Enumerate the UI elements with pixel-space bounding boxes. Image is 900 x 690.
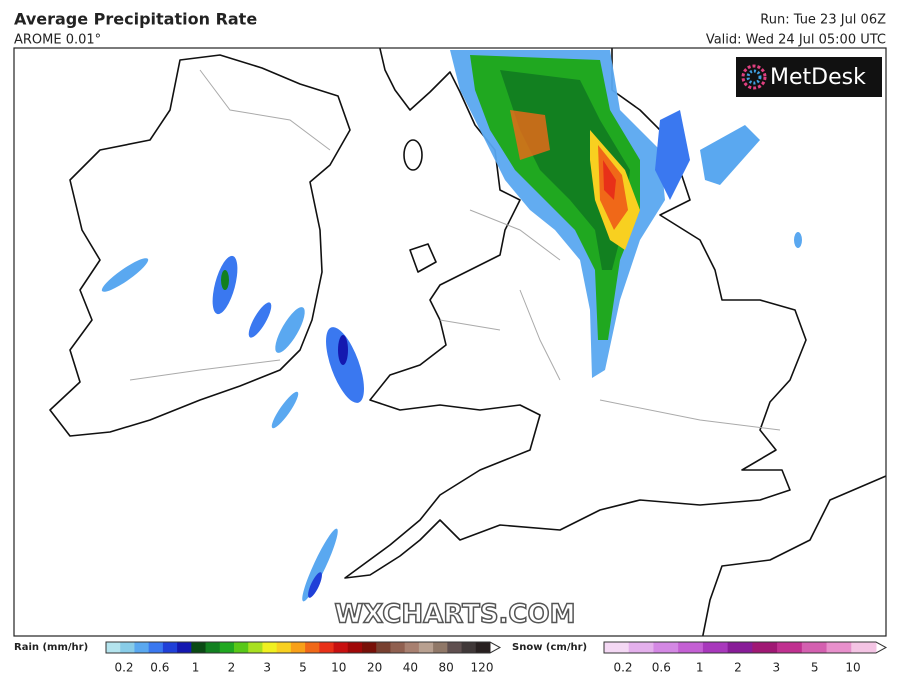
logo-icon xyxy=(741,64,767,90)
snow-swatch xyxy=(826,642,852,653)
run: Run: Tue 23 Jul 06Z xyxy=(760,13,886,28)
rain-swatch xyxy=(290,642,306,653)
rain-tick-label: 5 xyxy=(299,661,307,675)
rain-swatch xyxy=(333,642,349,653)
rain-swatch xyxy=(362,642,377,653)
logo-text: MetDesk xyxy=(770,65,866,90)
rain-swatch xyxy=(461,642,477,653)
rain-label: Rain (mm/hr) xyxy=(14,642,88,653)
rain-swatch xyxy=(433,642,448,653)
snow-swatch xyxy=(653,642,679,653)
snow-tick-label: 10 xyxy=(845,661,860,675)
rain-tick-label: 120 xyxy=(471,661,494,675)
rain-tick-label: 1 xyxy=(192,661,200,675)
rain-swatch xyxy=(106,642,121,653)
snow-tick-label: 1 xyxy=(696,661,704,675)
snow-swatch xyxy=(777,642,803,653)
isle-of-man xyxy=(403,139,423,171)
rain-bar-outline xyxy=(105,641,502,654)
rain-tick-label: 40 xyxy=(403,661,418,675)
rain-tick-label: 3 xyxy=(263,661,271,675)
rain-swatch xyxy=(205,642,221,653)
rain-swatch xyxy=(248,642,263,653)
france xyxy=(701,475,886,636)
snow-swatch xyxy=(604,642,630,653)
rain-swatch xyxy=(305,642,320,653)
snow-tick-label: 0.6 xyxy=(652,661,671,675)
borders xyxy=(129,69,781,431)
rain-swatch xyxy=(418,642,434,653)
rain-swatch xyxy=(234,642,249,653)
rain-swatch xyxy=(120,642,135,653)
map-frame xyxy=(13,47,887,637)
snow-swatch xyxy=(752,642,778,653)
great-britain xyxy=(344,48,807,579)
rain-tick-label: 20 xyxy=(367,661,382,675)
rain-swatch xyxy=(276,642,292,653)
rain-swatch xyxy=(148,642,164,653)
snow-tick-label: 2 xyxy=(734,661,742,675)
snow-swatch xyxy=(702,642,729,653)
rain-swatch xyxy=(219,642,235,653)
rain-swatch xyxy=(390,642,406,653)
snow-tick-label: 0.2 xyxy=(613,661,632,675)
snow-swatch xyxy=(628,642,654,653)
rain-swatch xyxy=(191,642,207,653)
rain-swatch xyxy=(162,642,178,653)
rain-swatch xyxy=(475,642,491,653)
rain-tick-label: 0.6 xyxy=(150,661,169,675)
precipitation xyxy=(101,50,802,602)
rain-swatch xyxy=(134,642,150,653)
rain-swatch xyxy=(404,642,420,653)
legend: Rain (mm/hr) Snow (cm/hr) 0.2 0.6 1 2 3 5 10 20… xyxy=(14,641,888,675)
anglesey xyxy=(409,243,437,273)
rain-tick-label: 80 xyxy=(439,661,454,675)
snow-tick-label: 3 xyxy=(773,661,781,675)
rain-swatch xyxy=(347,642,363,653)
snow-swatch xyxy=(801,642,828,653)
rain-swatch xyxy=(262,642,278,653)
rain-tick-label: 2 xyxy=(228,661,236,675)
snow-bar-outline xyxy=(603,641,888,654)
rain-tick-label: 0.2 xyxy=(114,661,133,675)
map xyxy=(13,47,887,637)
snow-label: Snow (cm/hr) xyxy=(512,642,587,653)
rain-tick-label: 10 xyxy=(331,661,346,675)
logo: MetDesk xyxy=(736,57,882,97)
model: AROME 0.01° xyxy=(14,33,101,48)
rain-swatch xyxy=(376,642,391,653)
valid: Valid: Wed 24 Jul 05:00 UTC xyxy=(706,33,886,48)
rain-swatch xyxy=(177,642,192,653)
rain-swatch xyxy=(447,642,463,653)
snow-swatch xyxy=(851,642,877,653)
watermark: WXCHARTS.COM xyxy=(334,600,575,630)
snow-tick-label: 5 xyxy=(811,661,819,675)
snow-swatch xyxy=(727,642,753,653)
title: Average Precipitation Rate xyxy=(14,10,257,29)
snow-swatch xyxy=(678,642,704,653)
rain-swatch xyxy=(319,642,335,653)
ireland xyxy=(49,54,351,437)
